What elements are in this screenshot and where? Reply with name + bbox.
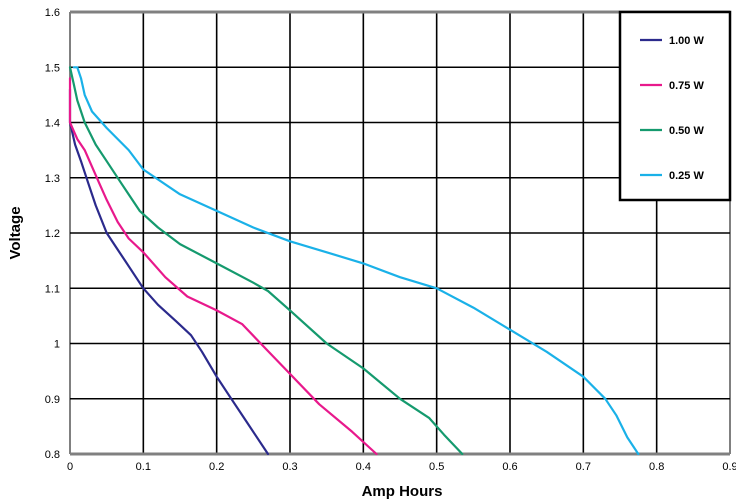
legend-label: 0.50 W — [669, 125, 704, 137]
y-tick-label: 0.8 — [45, 449, 60, 461]
y-tick-labels: 0.8 0.9 1 1.1 1.2 1.3 1.4 1.5 1.6 — [45, 7, 60, 461]
x-tick-label: 0.6 — [502, 461, 517, 473]
x-tick-label: 0.9 — [722, 461, 736, 473]
x-tick-label: 0.4 — [356, 461, 371, 473]
x-tick-label: 0.5 — [429, 461, 444, 473]
series-lines — [68, 66, 640, 456]
legend-label: 1.00 W — [669, 35, 704, 47]
y-tick-label: 1.4 — [45, 118, 60, 130]
x-tick-label: 0.8 — [649, 461, 664, 473]
y-tick-label: 1.3 — [45, 173, 60, 185]
legend-label: 0.25 W — [669, 170, 704, 182]
y-tick-label: 1.2 — [45, 228, 60, 240]
series-line — [68, 66, 464, 456]
y-axis-title: Voltage — [7, 206, 24, 259]
x-axis-title: Amp Hours — [362, 483, 443, 500]
series-line — [72, 66, 640, 456]
y-tick-label: 1.1 — [45, 283, 60, 295]
series-line — [68, 88, 270, 456]
y-tick-label: 1 — [54, 339, 60, 351]
y-tick-label: 1.6 — [45, 7, 60, 19]
y-tick-label: 0.9 — [45, 394, 60, 406]
series-line — [68, 77, 378, 456]
x-tick-label: 0.7 — [576, 461, 591, 473]
legend: 1.00 W 0.75 W 0.50 W 0.25 W — [618, 10, 732, 202]
x-tick-label: 0.2 — [209, 461, 224, 473]
x-tick-label: 0.1 — [136, 461, 151, 473]
x-tick-labels: 0 0.1 0.2 0.3 0.4 0.5 0.6 0.7 0.8 0.9 — [67, 461, 736, 473]
x-tick-label: 0.3 — [282, 461, 297, 473]
y-tick-label: 1.5 — [45, 62, 60, 74]
legend-label: 0.75 W — [669, 80, 704, 92]
legend-box — [618, 10, 732, 202]
x-tick-label: 0 — [67, 461, 73, 473]
